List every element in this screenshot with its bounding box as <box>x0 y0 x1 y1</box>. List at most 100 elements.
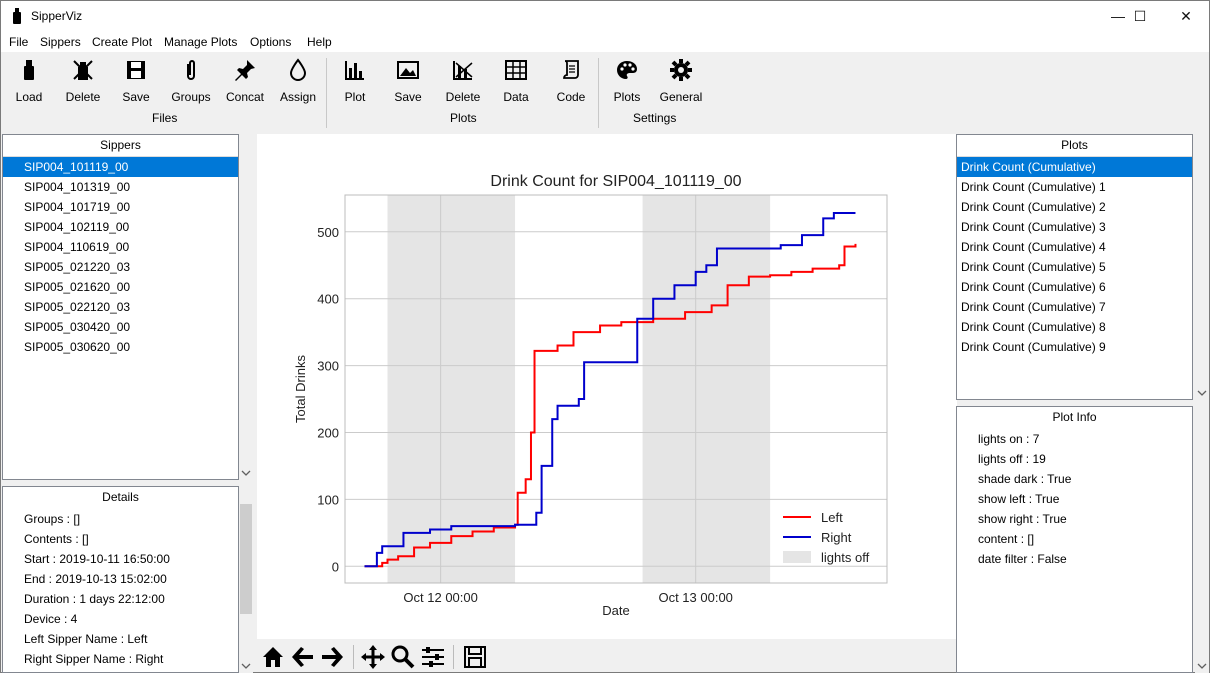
plot-list-item[interactable]: Drink Count (Cumulative) 7 <box>961 300 1106 314</box>
plot-info-line: shade dark : True <box>978 472 1072 486</box>
sipper-list-item[interactable]: SIP005_022120_03 <box>24 300 131 314</box>
menu-manage-plots[interactable]: Manage Plots <box>164 35 238 49</box>
plot-list-item[interactable]: Drink Count (Cumulative) 9 <box>961 340 1106 354</box>
plot-info-scrollbar[interactable] <box>1195 406 1209 673</box>
sipper-list-item[interactable]: SIP005_030420_00 <box>24 320 131 334</box>
lights-off-region <box>642 195 771 583</box>
sipper-list-item[interactable]: SIP005_021220_03 <box>24 260 131 274</box>
minimize-button[interactable]: — <box>1111 8 1125 24</box>
chart-title: Drink Count for SIP004_101119_00 <box>490 173 741 190</box>
groups-button[interactable]: Groups <box>165 58 217 104</box>
sipper-list-item[interactable]: SIP004_101319_00 <box>24 180 131 194</box>
plot-delete-button[interactable]: Delete <box>437 58 489 104</box>
y-tick-label: 100 <box>317 492 339 507</box>
menu-options[interactable]: Options <box>250 35 292 49</box>
plots-group-label: Plots <box>450 111 477 125</box>
chevron-down-icon[interactable] <box>1195 661 1209 671</box>
plot-list-item[interactable]: Drink Count (Cumulative) 5 <box>961 260 1106 274</box>
sipper-list-item[interactable]: SIP004_101119_00 <box>3 157 238 177</box>
home-icon[interactable] <box>259 643 287 671</box>
delete-sipper-icon <box>73 60 93 80</box>
gear-icon <box>670 59 692 81</box>
maximize-button[interactable]: ☐ <box>1133 8 1147 24</box>
lights-off-region <box>387 195 516 583</box>
legend-label: lights off <box>821 550 870 565</box>
concat-button[interactable]: Concat <box>219 58 271 104</box>
plots-scrollbar[interactable] <box>1195 134 1209 400</box>
scroll-icon <box>563 60 579 79</box>
x-tick-label: Oct 13 00:00 <box>658 590 732 605</box>
toolbar: Load Delete Save Groups Concat Assign Pl… <box>1 52 1209 131</box>
code-button[interactable]: Code <box>545 58 597 104</box>
data-button[interactable]: Data <box>490 58 542 104</box>
plots-settings-button[interactable]: Plots <box>601 58 653 104</box>
nav-separator <box>453 645 454 669</box>
legend-label: Left <box>821 510 843 525</box>
plot-canvas[interactable]: 0 100 200 300 400 500 Oct 12 00:00 Oct 13 00:00… <box>257 134 957 639</box>
x-axis-label: Date <box>602 603 629 618</box>
legend-label: Right <box>821 530 852 545</box>
load-button[interactable]: Load <box>3 58 55 104</box>
menu-file[interactable]: File <box>9 35 29 49</box>
configure-subplots-icon[interactable] <box>419 643 447 671</box>
detail-line: Device : 4 <box>24 612 78 626</box>
chevron-down-icon[interactable] <box>239 661 253 671</box>
plot-info-header: Plot Info <box>1052 410 1097 424</box>
groups-label: Groups <box>171 90 211 104</box>
plot-list-item[interactable]: Drink Count (Cumulative) 8 <box>961 320 1106 334</box>
sippers-panel: Sippers SIP004_101119_00 SIP004_101319_00… <box>2 134 239 480</box>
plot-delete-label: Delete <box>445 90 481 104</box>
save-figure-icon[interactable] <box>461 643 489 671</box>
detail-line: Start : 2019-10-11 16:50:00 <box>24 552 170 566</box>
plot-list-item[interactable]: Drink Count (Cumulative) 4 <box>961 240 1106 254</box>
sippers-scrollbar[interactable] <box>239 134 253 480</box>
plot-list-item[interactable]: Drink Count (Cumulative) <box>957 157 1192 177</box>
zoom-icon[interactable] <box>389 643 417 671</box>
close-button[interactable]: ✕ <box>1180 8 1192 24</box>
menu-sippers[interactable]: Sippers <box>40 35 81 49</box>
plot-list-item[interactable]: Drink Count (Cumulative) 2 <box>961 200 1106 214</box>
plots-settings-label: Plots <box>613 90 641 104</box>
pan-icon[interactable] <box>359 643 387 671</box>
plot-info-line: lights on : 7 <box>978 432 1040 446</box>
plot-save-button[interactable]: Save <box>382 58 434 104</box>
toolbar-separator <box>326 58 327 128</box>
series-line-right <box>364 212 856 568</box>
plot-button[interactable]: Plot <box>329 58 381 104</box>
assign-label: Assign <box>279 90 317 104</box>
sipper-list-item[interactable]: SIP005_030620_00 <box>24 340 131 354</box>
back-arrow-icon[interactable] <box>289 643 317 671</box>
plot-info-line: content : [] <box>978 532 1035 546</box>
chevron-down-icon[interactable] <box>239 468 253 478</box>
plot-list-item[interactable]: Drink Count (Cumulative) 3 <box>961 220 1106 234</box>
legend-swatch-lights-off <box>783 551 811 563</box>
assign-button[interactable]: Assign <box>272 58 324 104</box>
y-tick-label: 500 <box>317 225 339 240</box>
plot-navigation-toolbar <box>257 641 507 671</box>
forward-arrow-icon[interactable] <box>318 643 346 671</box>
chevron-down-icon[interactable] <box>1195 388 1209 398</box>
delete-button[interactable]: Delete <box>57 58 109 104</box>
data-label: Data <box>503 90 529 104</box>
plot-info-list: lights on : 7 lights off : 19 shade dark :… <box>957 429 1192 569</box>
plots-header: Plots <box>957 135 1192 157</box>
details-scroll-thumb[interactable] <box>240 504 252 614</box>
plot-info-line: show left : True <box>978 492 1060 506</box>
plot-info-panel: Plot Info lights on : 7 lights off : 19 sh… <box>956 406 1193 673</box>
y-tick-label: 200 <box>317 425 339 440</box>
plot-info-line: lights off : 19 <box>978 452 1046 466</box>
plot-info-line: date filter : False <box>978 552 1067 566</box>
save-button[interactable]: Save <box>110 58 162 104</box>
sipper-list-item[interactable]: SIP004_110619_00 <box>24 240 130 254</box>
general-settings-button[interactable]: General <box>655 58 707 104</box>
details-scrollbar[interactable] <box>239 486 253 673</box>
nav-separator <box>353 645 354 669</box>
plot-list-item[interactable]: Drink Count (Cumulative) 6 <box>961 280 1106 294</box>
sipper-list-item[interactable]: SIP004_102119_00 <box>24 220 130 234</box>
plot-list-item[interactable]: Drink Count (Cumulative) 1 <box>961 180 1106 194</box>
sipper-list-item[interactable]: SIP005_021620_00 <box>24 280 131 294</box>
menu-help[interactable]: Help <box>307 35 332 49</box>
menu-create-plot[interactable]: Create Plot <box>92 35 153 49</box>
sipper-list-item[interactable]: SIP004_101719_00 <box>24 200 131 214</box>
